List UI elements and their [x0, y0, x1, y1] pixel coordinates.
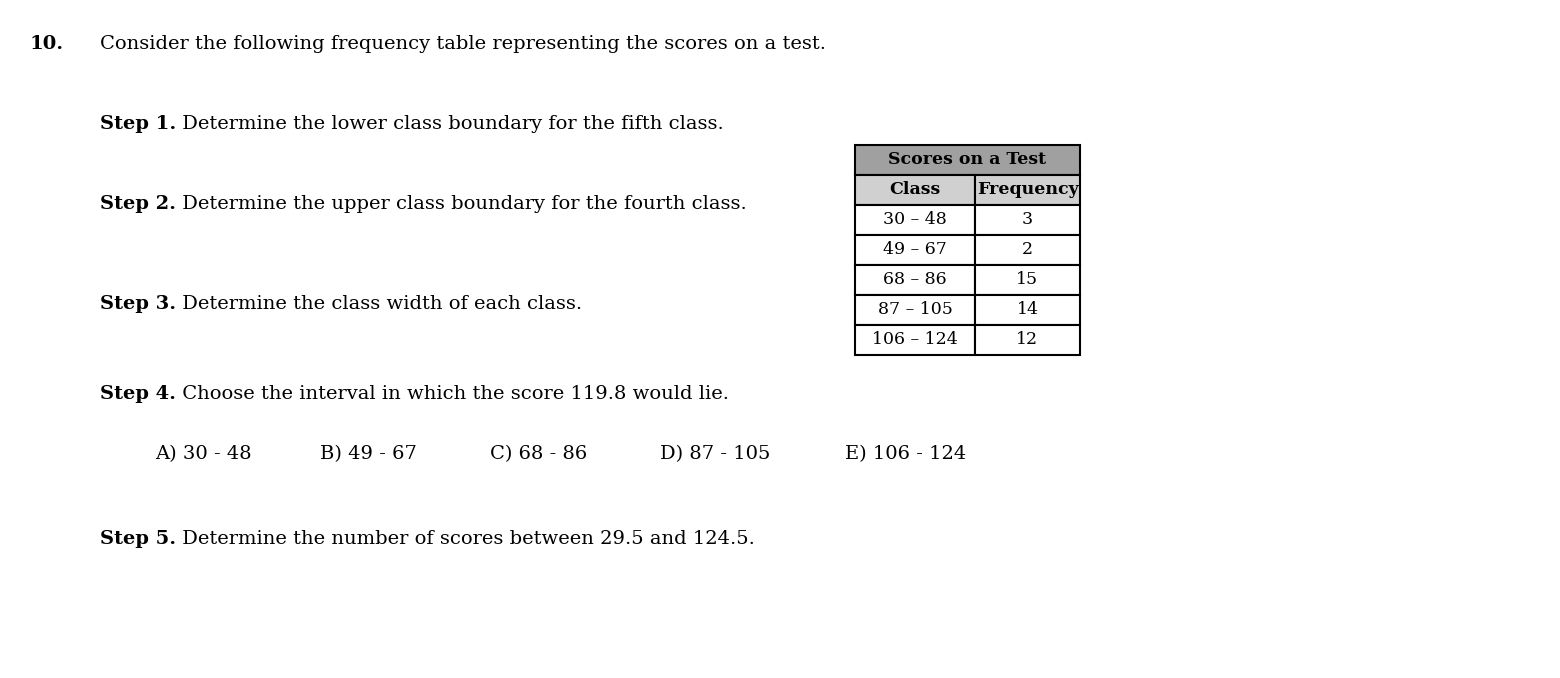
Bar — [855, 145, 1080, 175]
Text: Determine the lower class boundary for the fifth class.: Determine the lower class boundary for t… — [176, 115, 724, 133]
Bar — [855, 235, 975, 265]
Bar — [975, 265, 1080, 295]
Bar — [855, 325, 975, 355]
Text: Step 4.: Step 4. — [100, 385, 176, 403]
Bar — [975, 175, 1080, 205]
Bar — [975, 235, 1080, 265]
Text: 30 – 48: 30 – 48 — [883, 212, 947, 228]
Text: 3: 3 — [1022, 212, 1033, 228]
Text: Choose the interval in which the score 119.8 would lie.: Choose the interval in which the score 1… — [176, 385, 729, 403]
Text: 68 – 86: 68 – 86 — [883, 271, 947, 289]
Text: 2: 2 — [1022, 241, 1033, 258]
Bar — [855, 205, 975, 235]
Text: 14: 14 — [1017, 302, 1039, 319]
Text: Determine the class width of each class.: Determine the class width of each class. — [176, 295, 582, 313]
Text: Consider the following frequency table representing the scores on a test.: Consider the following frequency table r… — [100, 35, 825, 53]
Text: A) 30 - 48: A) 30 - 48 — [154, 445, 251, 463]
Text: 106 – 124: 106 – 124 — [872, 332, 958, 348]
Text: Determine the upper class boundary for the fourth class.: Determine the upper class boundary for t… — [176, 195, 747, 213]
Text: B) 49 - 67: B) 49 - 67 — [320, 445, 417, 463]
Text: 49 – 67: 49 – 67 — [883, 241, 947, 258]
Text: 10.: 10. — [30, 35, 64, 53]
Text: Step 3.: Step 3. — [100, 295, 176, 313]
Text: 15: 15 — [1017, 271, 1039, 289]
Text: Frequency: Frequency — [977, 182, 1078, 199]
Bar — [855, 265, 975, 295]
Text: Class: Class — [889, 182, 941, 199]
Text: D) 87 - 105: D) 87 - 105 — [660, 445, 771, 463]
Bar — [975, 295, 1080, 325]
Text: Step 1.: Step 1. — [100, 115, 176, 133]
Bar — [855, 295, 975, 325]
Text: 12: 12 — [1017, 332, 1039, 348]
Bar — [975, 325, 1080, 355]
Text: C) 68 - 86: C) 68 - 86 — [490, 445, 587, 463]
Bar — [975, 205, 1080, 235]
Bar — [855, 175, 975, 205]
Text: Determine the number of scores between 29.5 and 124.5.: Determine the number of scores between 2… — [176, 530, 755, 548]
Text: 87 – 105: 87 – 105 — [878, 302, 953, 319]
Text: E) 106 - 124: E) 106 - 124 — [846, 445, 966, 463]
Text: Step 2.: Step 2. — [100, 195, 176, 213]
Text: Scores on a Test: Scores on a Test — [889, 151, 1047, 169]
Text: Step 5.: Step 5. — [100, 530, 176, 548]
